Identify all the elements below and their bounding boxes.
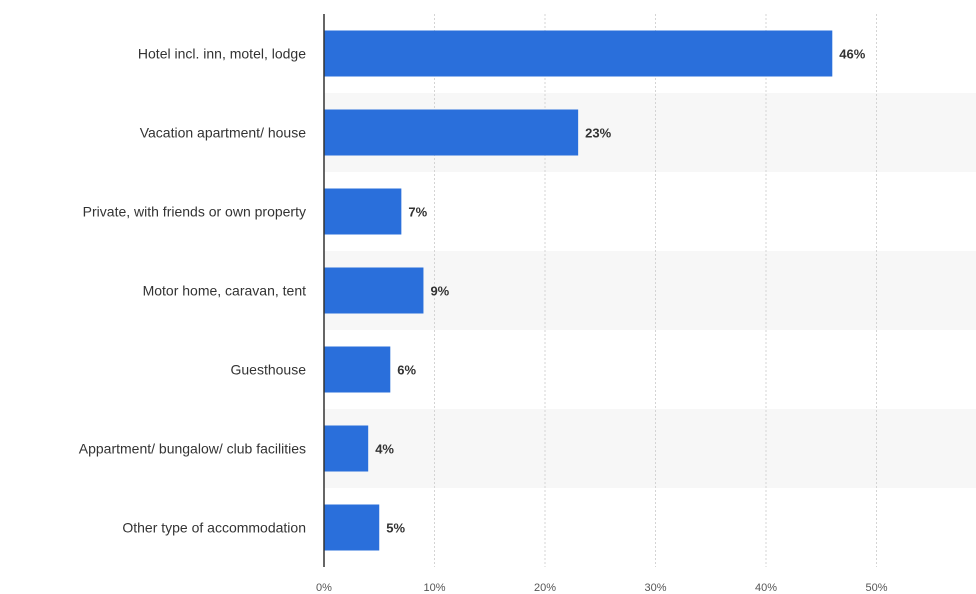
category-label: Hotel incl. inn, motel, lodge [138, 46, 306, 62]
value-label: 7% [408, 205, 427, 220]
bar [324, 425, 369, 472]
bar [324, 109, 579, 156]
category-labels: Hotel incl. inn, motel, lodge Vacation ap… [79, 46, 306, 536]
bar [324, 346, 391, 393]
bar [324, 504, 380, 551]
x-tick-label: 0% [316, 582, 332, 594]
bars [324, 30, 833, 551]
category-label: Appartment/ bungalow/ club facilities [79, 441, 306, 457]
category-label: Private, with friends or own property [83, 204, 306, 220]
category-label: Motor home, caravan, tent [143, 283, 307, 299]
gridlines [434, 14, 877, 567]
value-label: 46% [839, 47, 865, 62]
row-bands [324, 93, 976, 488]
value-label: 5% [386, 521, 405, 536]
category-label: Other type of accommodation [122, 520, 306, 536]
bar [324, 30, 833, 77]
x-tick-label: 10% [423, 582, 445, 594]
x-axis-ticks: 0%10%20%30%40%50%60 [316, 582, 888, 594]
bar [324, 267, 424, 314]
x-tick-label: 50% [865, 582, 887, 594]
x-tick-label: 20% [534, 582, 556, 594]
row-band [324, 251, 976, 330]
category-label: Vacation apartment/ house [140, 125, 307, 141]
value-labels: 46% 23% 7% 9% 6% 4% 5% [375, 47, 866, 536]
x-tick-label: 40% [755, 582, 777, 594]
category-label: Guesthouse [231, 362, 307, 378]
value-label: 9% [430, 284, 449, 299]
value-label: 23% [585, 126, 611, 141]
value-label: 4% [375, 442, 394, 457]
row-band [324, 409, 976, 488]
x-tick-label: 30% [644, 582, 666, 594]
bar [324, 188, 402, 235]
value-label: 6% [397, 363, 416, 378]
